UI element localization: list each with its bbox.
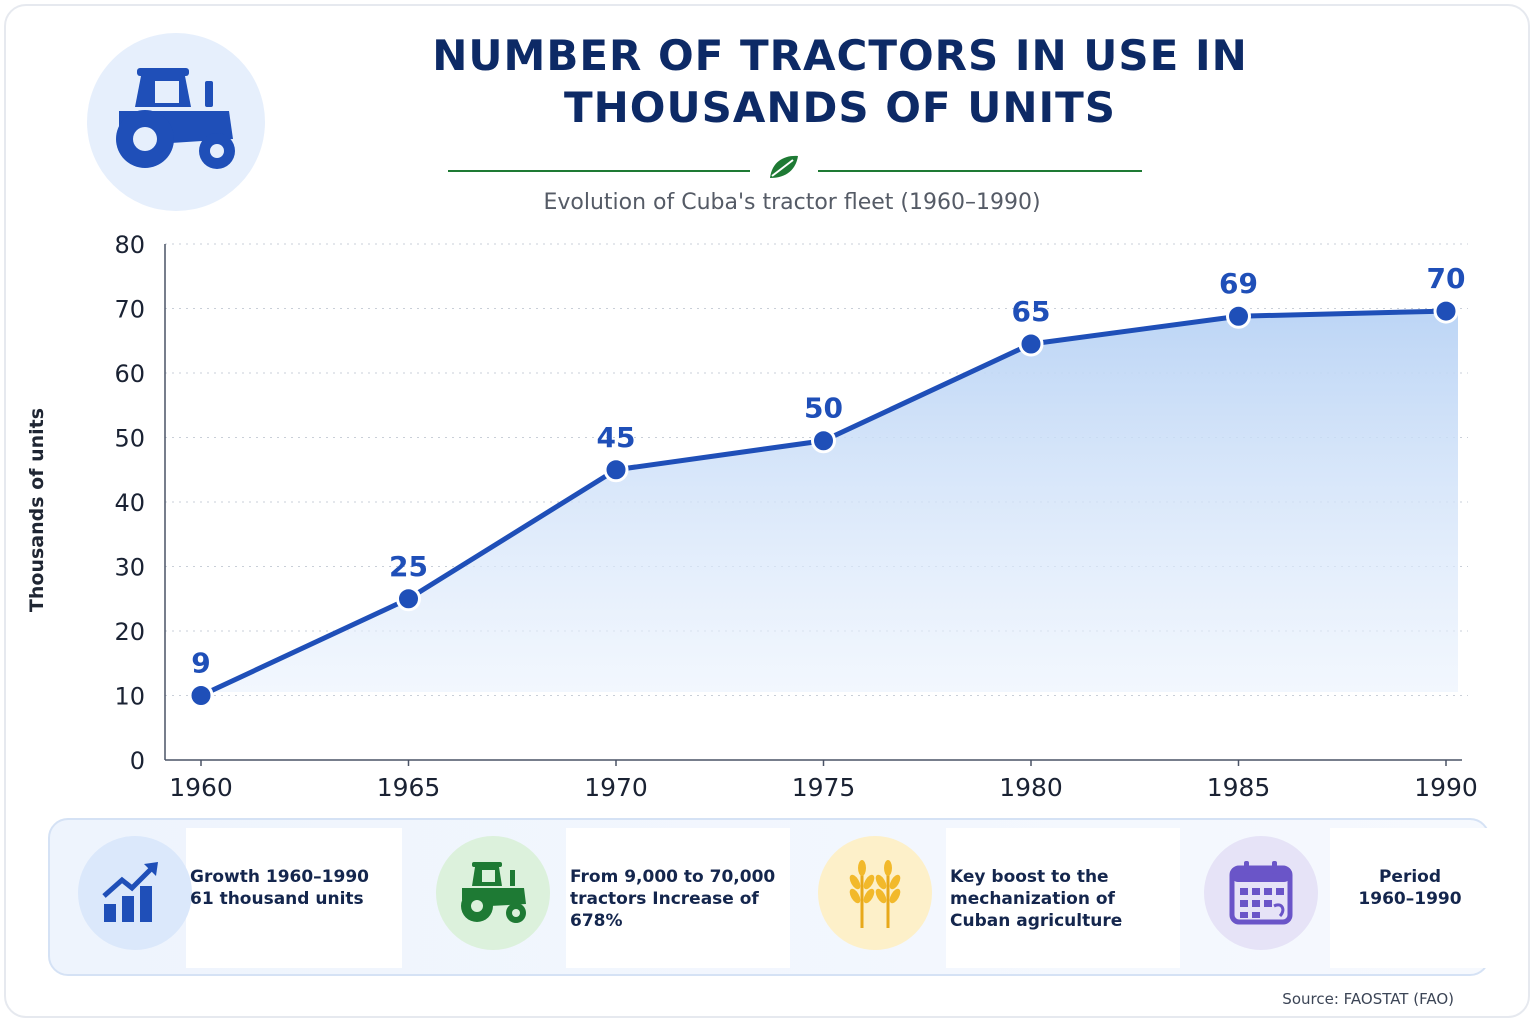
card-3-line-2: mechanization of [950,889,1115,909]
data-label: 65 [1012,295,1051,328]
x-tick-label: 1960 [169,773,233,802]
data-point [1433,298,1459,324]
tractor-icon-circle [436,836,550,950]
y-tick-label: 80 [114,231,145,259]
card-4-bg [1330,828,1490,968]
card-4-line-1: Period [1378,867,1442,887]
tractor-logo [87,33,265,211]
title-divider-left [448,170,750,172]
chart-growth-icon [102,862,158,922]
y-tick-label: 10 [114,683,145,711]
chart-subtitle: Evolution of Cuba's tractor fleet (1960–… [543,190,1041,215]
source-note: Source: FAOSTAT (FAO) [1282,990,1454,1008]
card-4-text: Period 1960–1990 [1330,866,1490,910]
y-tick-label: 30 [114,554,145,582]
card-2-bg [566,828,790,968]
y-tick-label: 60 [114,360,145,388]
data-label: 9 [191,647,210,680]
data-point [396,586,421,612]
y-tick-label: 70 [114,296,145,324]
x-tick-label: 1980 [999,773,1063,802]
x-tick-label: 1990 [1414,773,1478,802]
card-1-text: Growth 1960–1990 61 thousand units [190,866,369,910]
card-1-bg [186,828,402,968]
card-2-line-2: tractors Increase of [570,889,759,909]
wheat-icon-circle [818,836,932,950]
data-point [811,428,836,454]
title-line-1: NUMBER OF TRACTORS IN USE IN [432,31,1248,80]
x-tick-label: 1985 [1207,773,1271,802]
data-label: 50 [804,392,843,425]
calendar-icon-circle [1204,836,1318,950]
card-1-line-1: Growth 1960–1990 [190,867,369,887]
tractor-icon [116,68,235,169]
calendar-icon [1229,861,1293,925]
card-3-bg [946,828,1180,968]
card-2-line-1: From 9,000 to 70,000 [570,867,776,887]
chart-title: NUMBER OF TRACTORS IN USE IN THOUSANDS O… [340,30,1340,134]
x-tick-label: 1975 [792,773,856,802]
card-3-line-1: Key boost to the [950,867,1109,887]
growth-icon-circle [78,836,192,950]
x-tick-label: 1970 [584,773,648,802]
data-label: 25 [389,550,428,583]
wheat-icon [849,860,901,928]
data-point [603,457,629,483]
leaf-icon [770,155,798,178]
card-3-line-3: Cuban agriculture [950,911,1123,931]
line-chart: 0 10 20 30 40 50 60 70 80 1960 1965 1970 1975 1980 198… [114,231,1478,802]
card-2-text: From 9,000 to 70,000 tractors Increase o… [570,866,775,932]
y-tick-label: 50 [114,425,145,453]
card-2-line-3: 678% [570,911,623,931]
title-divider-right [818,170,1142,172]
card-4-line-2: 1960–1990 [1358,889,1462,909]
y-tick-label: 20 [114,618,145,646]
x-tick-label: 1965 [377,773,441,802]
summary-cards: Growth 1960–1990 61 thousand units From … [48,818,1490,976]
card-1-line-2: 61 thousand units [190,889,364,909]
card-3-text: Key boost to the mechanization of Cuban … [950,866,1122,932]
y-tick-label: 0 [130,747,145,775]
tractor-icon [461,862,526,923]
series-area-fill [201,311,1458,696]
data-label: 69 [1219,267,1258,300]
data-point [188,683,214,708]
data-label: 45 [597,421,636,454]
y-tick-label: 40 [114,489,145,517]
title-line-2: THOUSANDS OF UNITS [563,83,1117,132]
data-label: 70 [1427,262,1466,295]
data-point [1226,303,1251,329]
infographic-frame [4,4,1530,1018]
data-point [1018,331,1044,357]
